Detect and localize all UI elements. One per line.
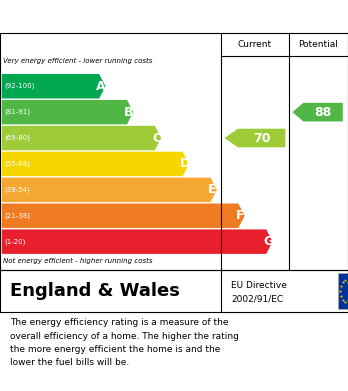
Text: E: E	[208, 183, 217, 196]
Text: Not energy efficient - higher running costs: Not energy efficient - higher running co…	[3, 258, 153, 264]
Polygon shape	[2, 152, 189, 176]
Text: B: B	[124, 106, 134, 118]
Text: (92-100): (92-100)	[4, 83, 34, 90]
Text: Very energy efficient - lower running costs: Very energy efficient - lower running co…	[3, 58, 153, 64]
Text: A: A	[96, 80, 106, 93]
Polygon shape	[2, 178, 217, 202]
Text: England & Wales: England & Wales	[10, 282, 180, 300]
Text: 70: 70	[253, 131, 270, 145]
Bar	[338, 273, 348, 308]
Text: 2002/91/EC: 2002/91/EC	[231, 295, 284, 304]
Text: Potential: Potential	[299, 40, 338, 49]
Text: G: G	[263, 235, 273, 248]
Polygon shape	[2, 203, 245, 228]
Polygon shape	[2, 74, 105, 99]
Text: (1-20): (1-20)	[4, 239, 25, 245]
Polygon shape	[224, 129, 285, 147]
Text: Current: Current	[238, 40, 272, 49]
Polygon shape	[2, 230, 272, 254]
Text: (21-38): (21-38)	[4, 212, 30, 219]
Text: (69-80): (69-80)	[4, 135, 30, 141]
Polygon shape	[2, 100, 133, 124]
Text: D: D	[180, 158, 190, 170]
Text: 88: 88	[315, 106, 332, 118]
Text: The energy efficiency rating is a measure of the
overall efficiency of a home. T: The energy efficiency rating is a measur…	[10, 318, 239, 367]
Text: (81-91): (81-91)	[4, 109, 30, 115]
Text: (39-54): (39-54)	[4, 187, 30, 193]
Text: Energy Efficiency Rating: Energy Efficiency Rating	[10, 9, 220, 24]
Text: C: C	[152, 131, 161, 145]
Text: (55-68): (55-68)	[4, 161, 30, 167]
Polygon shape	[292, 103, 343, 122]
Text: F: F	[236, 209, 245, 222]
Polygon shape	[2, 126, 161, 150]
Text: EU Directive: EU Directive	[231, 282, 287, 291]
